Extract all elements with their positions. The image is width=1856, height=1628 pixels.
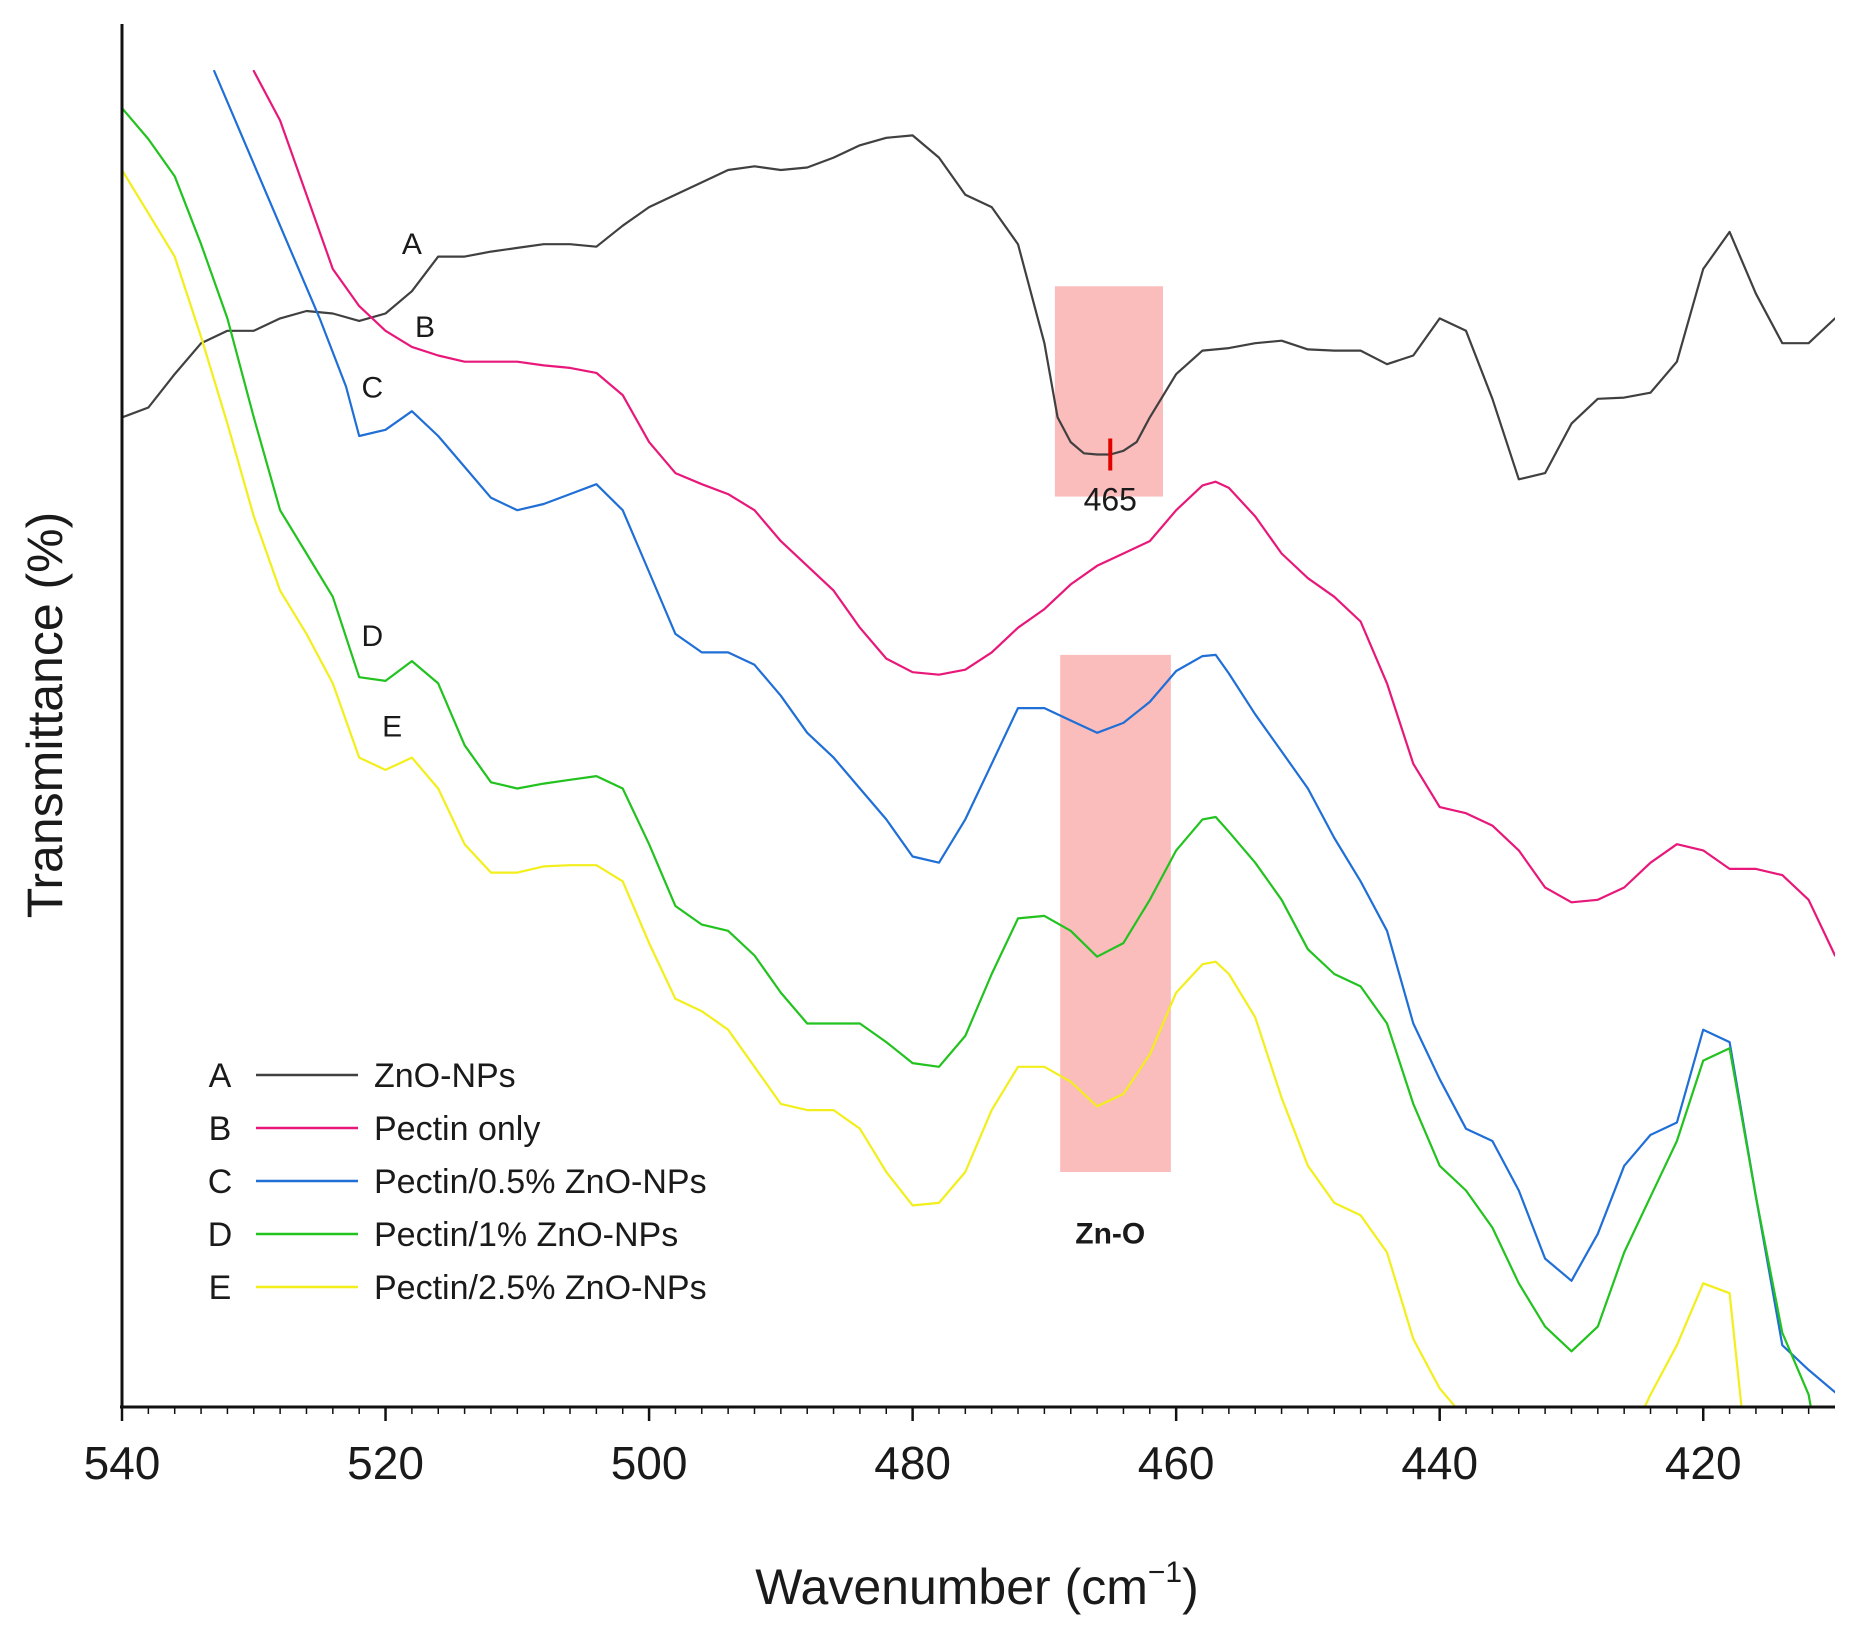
series-line-a [122, 134, 1835, 481]
curve-label-e: E [382, 711, 402, 744]
legend-label-a: ZnO-NPs [374, 1057, 516, 1095]
y-axis-title: Transmittance (%) [17, 512, 73, 919]
x-tick-label-460: 460 [1138, 1437, 1215, 1489]
x-tick-label-420: 420 [1665, 1437, 1742, 1489]
curve-label-a: A [402, 228, 422, 261]
curve-labels: A BC D E [362, 228, 436, 743]
series-line-b [252, 69, 1835, 957]
legend-label-c: Pectin/0.5% ZnO-NPs [374, 1163, 707, 1201]
legend-key-a: A [209, 1057, 232, 1095]
legend-key-b: B [209, 1110, 232, 1148]
curve-label-b: B [415, 311, 435, 344]
x-tick-label-480: 480 [874, 1437, 951, 1489]
series-line-c [213, 69, 1835, 1394]
peak-label-465: 465 [1084, 482, 1137, 518]
zn-o-band [1060, 654, 1171, 1172]
x-axis-title-sup: −1 [1148, 1556, 1182, 1589]
legend-key-c: C [208, 1163, 233, 1201]
highlight-bands [1054, 286, 1171, 1172]
axes [120, 24, 1835, 1409]
legend-label-e: Pectin/2.5% ZnO-NPs [374, 1269, 707, 1307]
x-tick-label-540: 540 [84, 1437, 161, 1489]
x-axis-title-close: ) [1182, 1559, 1199, 1615]
series-line-e [122, 168, 1743, 1407]
x-axis-title: Wavenumber (cm−1) [755, 1556, 1199, 1615]
legend: A ZnO-NPs B Pectin only C Pectin/0.5% ZnO-NPs… [208, 1057, 707, 1307]
series-line-d [122, 107, 1812, 1407]
legend-label-d: Pectin/1% ZnO-NPs [374, 1216, 678, 1254]
curve-label-d: D [362, 620, 384, 653]
legend-key-d: D [208, 1216, 233, 1254]
x-axis-title-main: Wavenumber (cm [755, 1559, 1148, 1615]
x-tick-label-440: 440 [1401, 1437, 1478, 1489]
spectra-series [122, 69, 1835, 1407]
annotations: 465 Zn-O [1075, 438, 1145, 1251]
zn-o-band-label: Zn-O [1075, 1218, 1145, 1251]
legend-key-e: E [209, 1269, 232, 1307]
x-tick-label-500: 500 [611, 1437, 688, 1489]
legend-label-b: Pectin only [374, 1110, 540, 1148]
x-tick-label-520: 520 [347, 1437, 424, 1489]
curve-label-c: C [362, 372, 384, 405]
x-axis-ticks: 540 520 500 480 460 440 420 [84, 1407, 1810, 1489]
